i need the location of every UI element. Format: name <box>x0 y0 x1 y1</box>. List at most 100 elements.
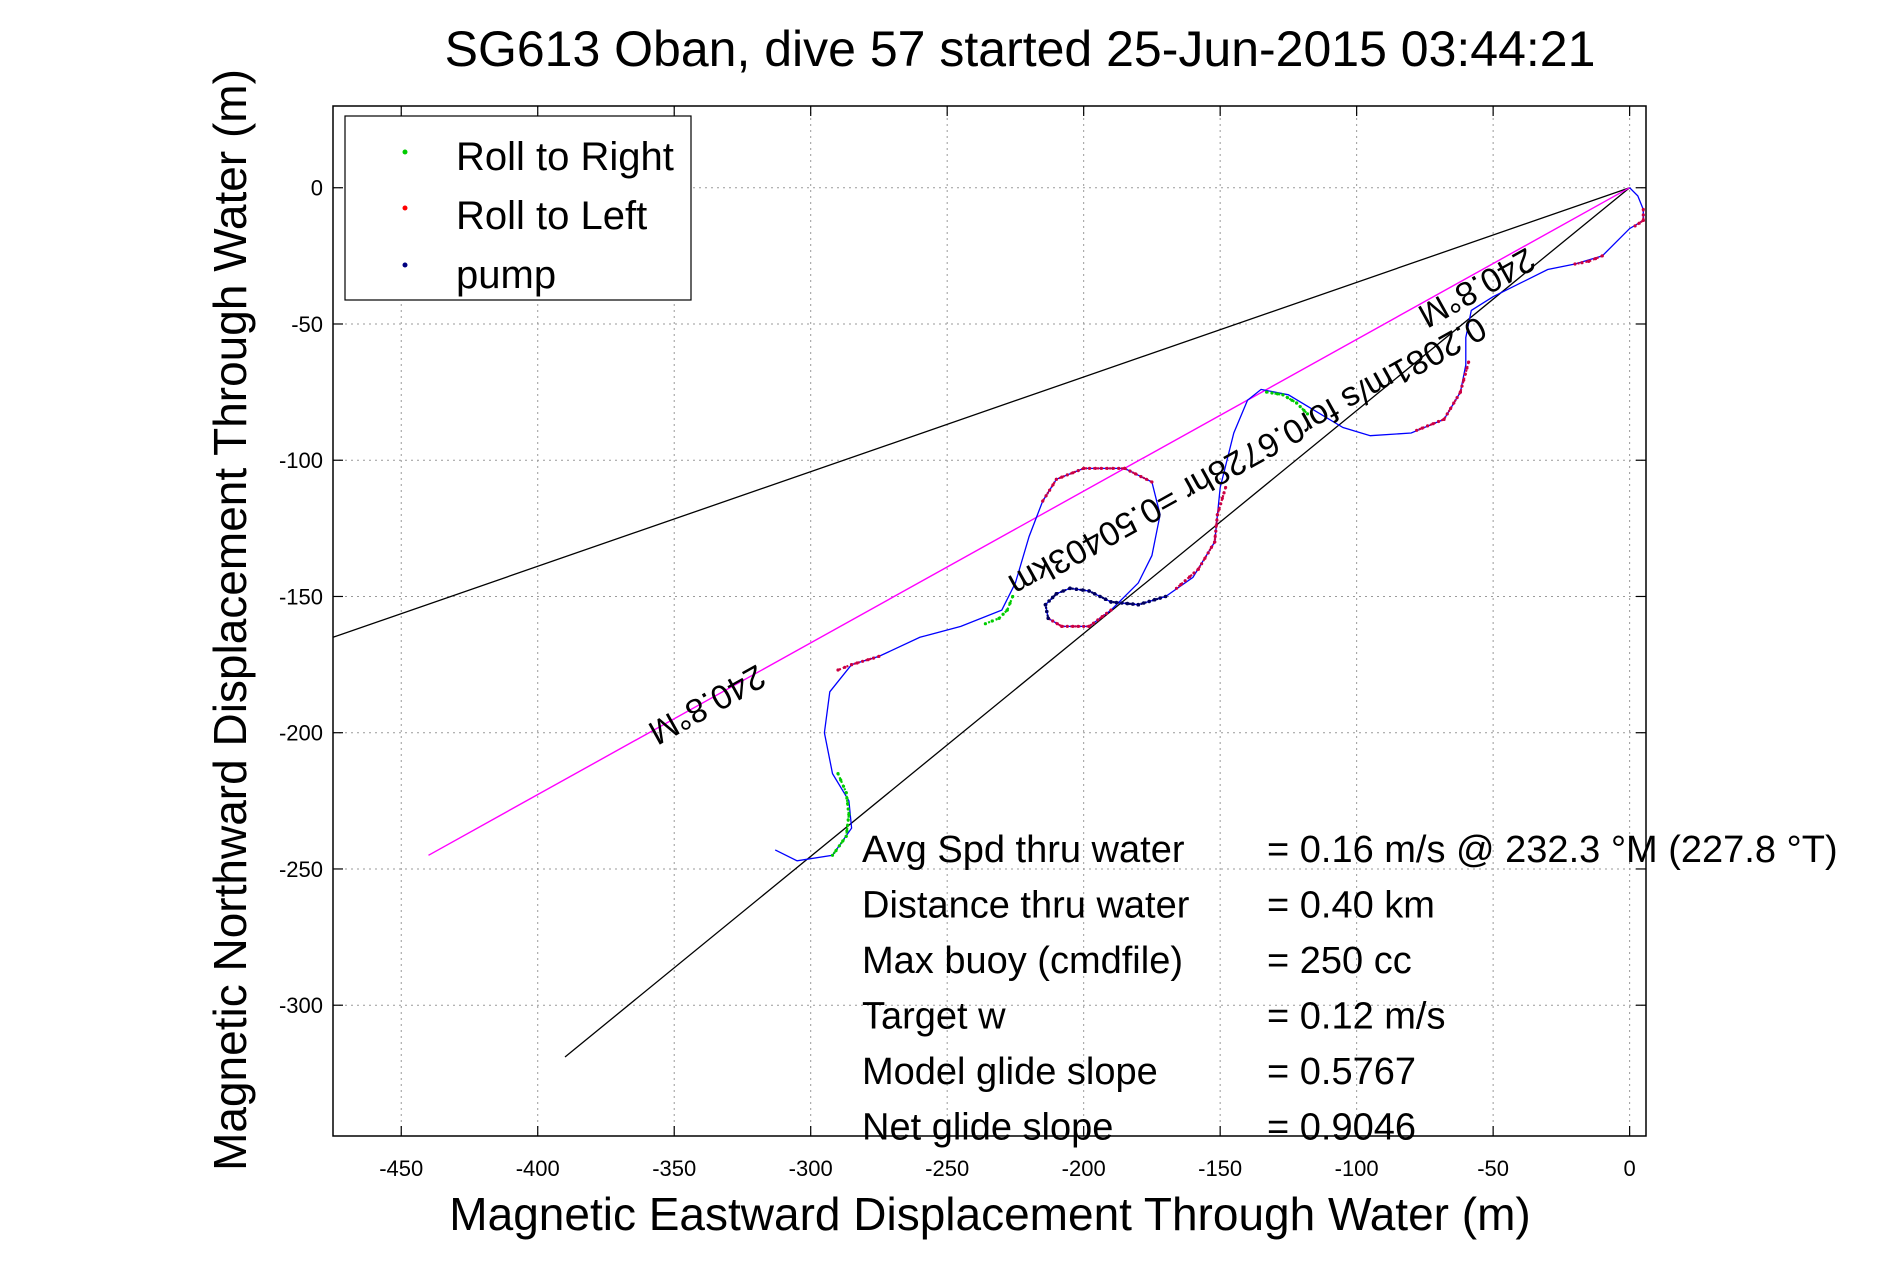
summary-label: Distance thru water <box>862 885 1190 927</box>
roll-left-marker <box>1455 396 1459 400</box>
roll-right-marker <box>1302 408 1306 412</box>
roll-left-marker <box>850 663 854 667</box>
roll-right-marker <box>1275 392 1280 396</box>
summary-value: = 0.5767 <box>1267 1051 1416 1093</box>
legend-entry-roll-right: Roll to Right <box>402 135 674 179</box>
x-tick-label: -250 <box>925 1156 969 1181</box>
roll-left-marker <box>1055 622 1059 626</box>
roll-left-marker <box>1123 466 1127 470</box>
roll-left-marker <box>1420 426 1424 430</box>
summary-value: = 250 cc <box>1267 940 1412 982</box>
legend-marker-roll-left <box>402 205 408 211</box>
roll-right-marker <box>846 802 850 806</box>
roll-left-marker <box>1060 624 1064 629</box>
roll-left-marker <box>1203 556 1207 560</box>
roll-left-marker <box>1174 586 1179 590</box>
plot-frame <box>332 105 1647 1137</box>
roll-right-marker <box>1290 398 1294 402</box>
roll-right-marker <box>830 853 835 857</box>
roll-left-marker <box>1214 524 1218 528</box>
x-tick-label: 0 <box>1623 1156 1635 1181</box>
roll-left-marker <box>1467 360 1471 364</box>
roll-left-marker <box>1452 401 1456 405</box>
roll-left-marker <box>1117 466 1121 470</box>
roll-left-marker <box>1224 485 1228 490</box>
roll-right-marker <box>847 812 851 817</box>
pump-marker <box>1136 602 1141 607</box>
roll-left-marker <box>1415 428 1419 432</box>
roll-left-marker <box>1220 496 1224 500</box>
pump-marker <box>1050 595 1055 600</box>
roll-left-marker <box>1573 262 1577 266</box>
summary-label: Avg Spd thru water <box>862 829 1185 871</box>
roll-left-marker <box>1426 424 1430 428</box>
roll-left-marker <box>1065 624 1069 629</box>
roll-left-marker <box>1445 412 1449 416</box>
roll-left-marker <box>1087 624 1091 629</box>
roll-left-marker <box>1641 213 1645 217</box>
y-tick-label: -300 <box>279 993 323 1018</box>
roll-left-marker <box>861 659 865 663</box>
summary-value: = 0.16 m/s @ 232.3 °M (227.8 °T) <box>1267 829 1838 871</box>
roll-left-marker <box>1215 518 1219 522</box>
pump-marker <box>1103 597 1108 601</box>
roll-left-marker <box>1144 477 1149 481</box>
roll-left-marker <box>1051 619 1055 623</box>
roll-left-marker <box>1128 469 1132 473</box>
roll-left-marker <box>1580 261 1584 265</box>
roll-left-marker <box>1051 483 1055 487</box>
roll-left-marker <box>1217 507 1221 511</box>
roll-left-marker <box>1209 545 1213 550</box>
grid <box>333 106 1646 1136</box>
legend-entry-roll-left: Roll to Left <box>402 194 647 238</box>
legend-marker-pump <box>402 262 408 268</box>
roll-left-marker <box>1192 571 1196 575</box>
pump-marker <box>1074 587 1079 591</box>
y-tick-label: -200 <box>279 721 323 746</box>
summary-value: = 0.9046 <box>1267 1107 1416 1149</box>
y-tick-label: -50 <box>291 312 323 337</box>
bound-lines <box>332 187 1631 1058</box>
roll-right-marker <box>834 849 838 853</box>
roll-right-marker <box>1011 594 1015 599</box>
y-tick-label: 0 <box>311 176 323 201</box>
pump-marker <box>1061 589 1065 593</box>
roll-left-marker <box>1593 257 1598 261</box>
roll-right-marker <box>1265 390 1269 394</box>
roll-left-marker <box>1087 466 1092 470</box>
roll-left-marker <box>1213 534 1217 539</box>
x-tick-label: -150 <box>1198 1156 1242 1181</box>
pump-marker <box>1081 588 1085 592</box>
y-tick-label: -250 <box>279 857 323 882</box>
roll-left-marker <box>1641 207 1645 212</box>
roll-left-marker <box>1179 582 1183 587</box>
roll-left-marker <box>1436 419 1441 424</box>
roll-left-marker <box>843 665 847 669</box>
pump-marker <box>1141 601 1146 605</box>
pump-marker <box>1054 592 1059 596</box>
roll-left-marker <box>1462 378 1466 382</box>
roll-left-marker <box>1465 366 1469 370</box>
pump-marker <box>1045 609 1049 614</box>
roll-right-marker <box>845 829 849 833</box>
summary-value: = 0.12 m/s <box>1267 996 1445 1038</box>
pump-marker <box>1147 599 1151 604</box>
roll-left-marker <box>1633 224 1637 228</box>
pump-marker <box>1043 602 1048 607</box>
legend-entry-pump: pump <box>402 253 556 297</box>
roll-right-marker <box>1270 391 1274 395</box>
x-tick-label: -350 <box>652 1156 696 1181</box>
roll-right-marker <box>1281 393 1285 397</box>
roll-right-marker <box>997 616 1001 620</box>
legend: Roll to Right Roll to Left pump <box>344 115 692 301</box>
pump-marker <box>1087 589 1091 593</box>
roll-left-marker <box>1065 473 1069 477</box>
roll-left-marker <box>1044 494 1048 498</box>
roll-left-marker <box>1105 466 1109 470</box>
marker-group <box>830 207 1645 857</box>
roll-left-marker <box>1091 621 1096 625</box>
roll-left-marker <box>1214 529 1218 533</box>
bound-line-lower <box>564 187 1631 1058</box>
summary-label: Model glide slope <box>862 1051 1158 1093</box>
x-tick-label: -200 <box>1062 1156 1106 1181</box>
